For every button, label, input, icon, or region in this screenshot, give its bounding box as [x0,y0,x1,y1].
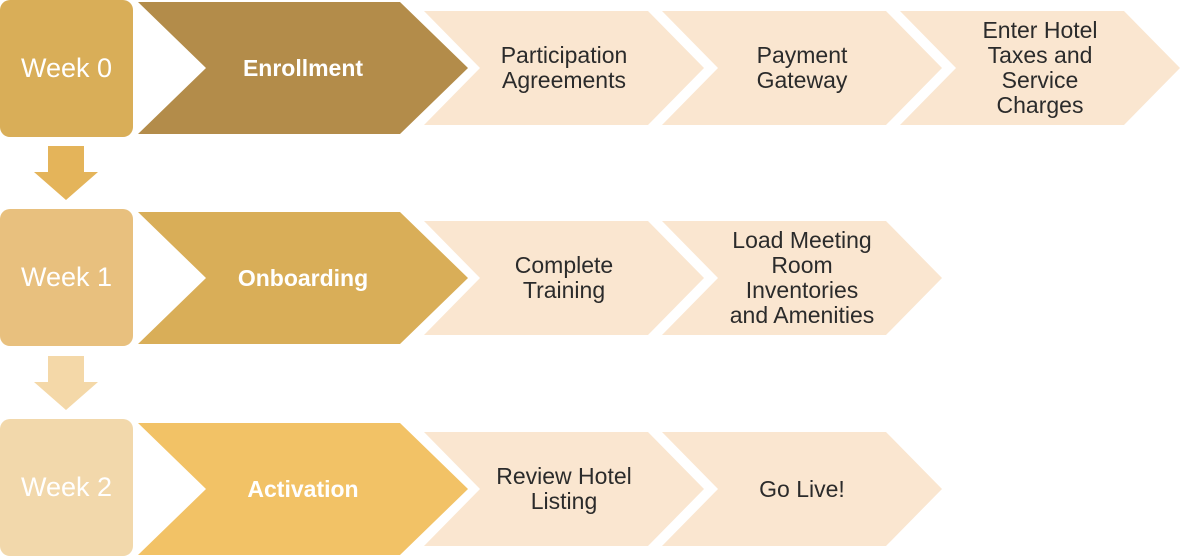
down-arrow-icon [34,146,98,200]
step-participation-agreements: Participation Agreements [424,11,704,125]
step-meeting-room-chevron [662,221,942,335]
down-arrow-icon [34,356,98,410]
week-2-label: Week 2 [20,472,113,502]
week-1-label: Week 1 [20,262,113,292]
step-enter-hotel-taxes-label: Enter Hotel Taxes and Service Charges [982,17,1098,118]
step-review-hotel-listing: Review Hotel Listing [424,432,704,546]
week-0-label: Week 0 [20,53,113,83]
step-payment-gateway: Payment Gateway [662,11,942,125]
step-load-meeting-room: Load Meeting Room Inventories and Amenit… [662,221,942,335]
step-go-live: Go Live! [662,432,942,546]
step-payment-gateway-label: Payment Gateway [756,42,848,93]
week-1-box: Week 1 [0,209,133,346]
step-enter-hotel-taxes: Enter Hotel Taxes and Service Charges [900,11,1180,125]
phase-activation: Activation [138,423,468,555]
step-complete-training-label: Complete Training [514,252,614,303]
phase-enrollment-label: Enrollment [242,54,364,81]
week-2-box: Week 2 [0,419,133,556]
phase-activation-label: Activation [247,475,359,502]
step-go-live-chevron [662,432,942,546]
phase-onboarding-label: Onboarding [237,264,369,291]
step-review-hotel-listing-label: Review Hotel Listing [496,463,632,514]
week-0-box: Week 0 [0,0,133,137]
step-payment-chevron [662,11,942,125]
phase-enrollment: Enrollment [138,2,468,134]
phase-onboarding: Onboarding [138,212,468,344]
step-complete-training: Complete Training [424,221,704,335]
step-participation-agreements-label: Participation Agreements [500,42,628,93]
phase-enrollment-chevron [138,2,468,134]
step-training-chevron [424,221,704,335]
step-participation-chevron [424,11,704,125]
step-go-live-label: Go Live! [759,475,845,502]
step-review-chevron [424,432,704,546]
phase-onboarding-chevron [138,212,468,344]
phase-activation-chevron [138,423,468,555]
step-taxes-chevron [900,11,1180,125]
step-load-meeting-room-label: Load Meeting Room Inventories and Amenit… [729,227,875,328]
